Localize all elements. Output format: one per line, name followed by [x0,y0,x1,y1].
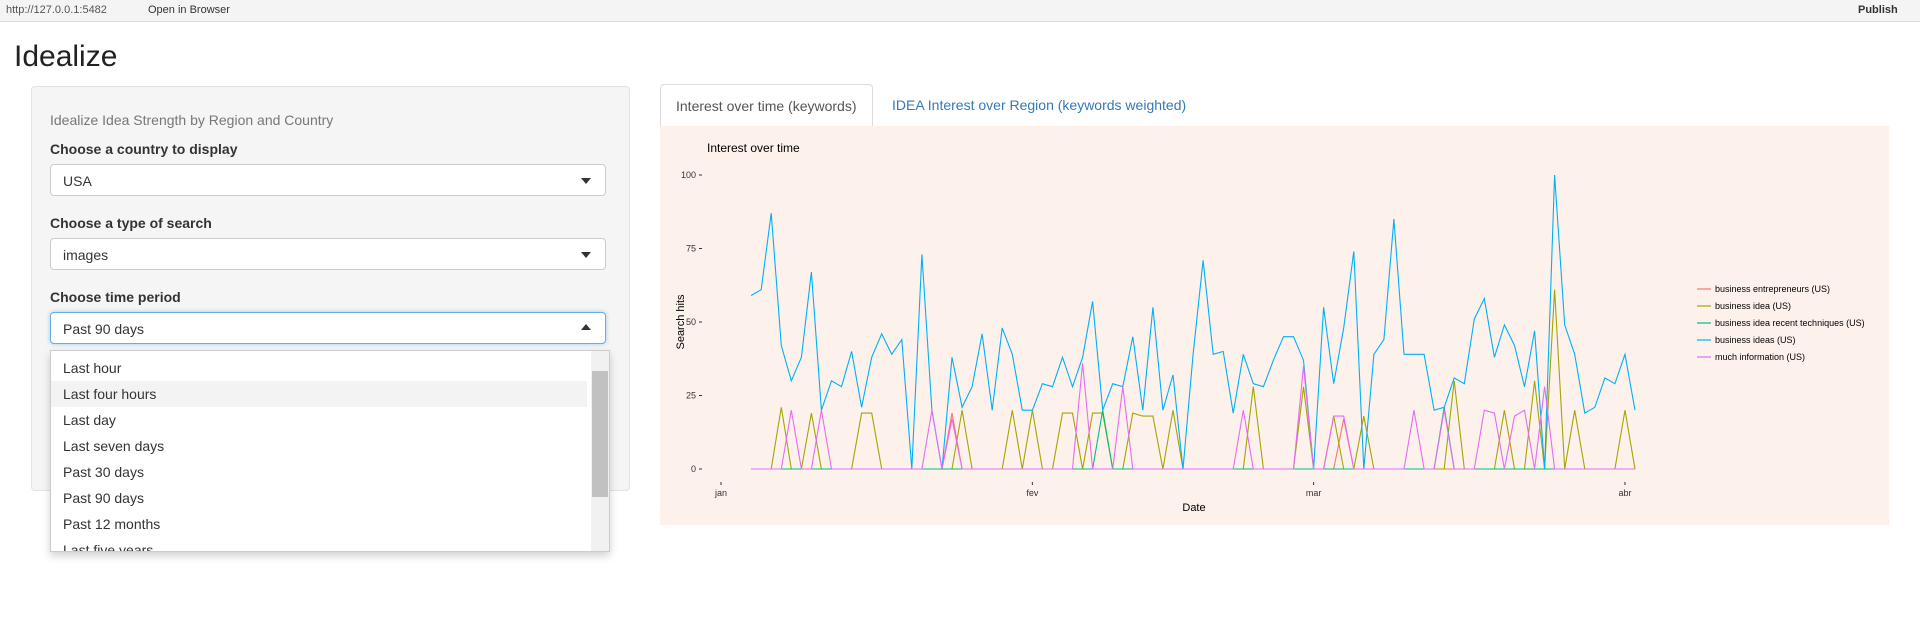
legend-label: business entrepreneurs (US) [1715,284,1830,294]
dropdown-option[interactable]: Last seven days [63,438,165,454]
url: http://127.0.0.1:5482 [6,4,107,16]
series-line [750,174,1636,470]
y-tick-label: 50 [686,317,696,327]
toolbar: http://127.0.0.1:5482 Open in Browser Pu… [0,0,1920,22]
dropdown-option[interactable]: Last day [63,412,116,428]
tab[interactable]: Interest over time (keywords) [660,84,873,126]
select-box[interactable]: USA [50,164,606,196]
x-axis-label: Date [1182,502,1205,514]
publish-button[interactable]: Publish [1858,4,1898,16]
dropdown-list: Last hour Last four hours Last day Last sev… [50,350,610,552]
field-label: Choose time period [50,289,181,305]
x-tick-label: abr [1618,488,1631,498]
y-tick-label: 100 [681,170,696,180]
y-tick-label: 0 [691,464,696,474]
app-title: Idealize [14,40,118,73]
series-line [751,363,1635,470]
x-tick-label: mar [1306,488,1322,498]
select-box[interactable]: Past 90 days [50,312,606,344]
x-tick-label: fev [1026,488,1039,498]
legend-label: business ideas (US) [1715,335,1796,345]
legend-label: business idea recent techniques (US) [1715,318,1865,328]
y-tick-label: 25 [686,391,696,401]
select-box[interactable]: images [50,238,606,270]
legend-label: much information (US) [1715,352,1805,362]
y-axis-label: Search hits [675,294,687,350]
chart-title: Interest over time [707,141,800,155]
x-tick-label: jan [714,488,727,498]
sidebar-heading: Idealize Idea Strength by Region and Cou… [50,112,334,128]
field-label: Choose a country to display [50,141,238,157]
scrollbar-thumb[interactable] [592,371,608,497]
tab[interactable]: IDEA Interest over Region (keywords weig… [892,97,1187,113]
chart: Interest over time Date Search hits 0 25 5… [660,126,1889,525]
open-in-browser[interactable]: Open in Browser [148,4,230,16]
dropdown-option[interactable]: Past 30 days [63,464,144,480]
legend-label: business idea (US) [1715,301,1791,311]
scrollbar[interactable] [591,351,609,551]
field-label: Choose a type of search [50,215,212,231]
dropdown-option[interactable]: Last four hours [51,381,587,407]
dropdown-option[interactable]: Last hour [63,360,122,376]
y-tick-label: 75 [686,244,696,254]
dropdown-option[interactable]: Past 90 days [63,490,144,506]
dropdown-option[interactable]: Last five years [63,542,154,552]
chart-background [660,126,1889,525]
dropdown-option[interactable]: Past 12 months [63,516,161,532]
